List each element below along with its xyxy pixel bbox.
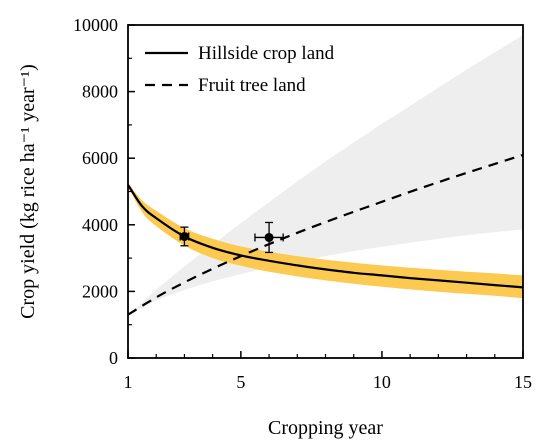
y-tick-label: 8000 [82,82,118,102]
x-axis-title: Cropping year [268,417,383,439]
legend-label-fruit-tree: Fruit tree land [198,75,306,96]
y-tick-label: 10000 [73,15,118,35]
y-tick-label: 4000 [82,215,118,235]
observed-points [179,221,284,254]
x-tick-label: 15 [514,372,532,392]
uncertainty-bands [128,35,523,315]
y-axis-title: Crop yield (kg rice ha⁻¹ year⁻¹) [17,64,39,319]
series-line-hillside [127,184,524,289]
observed-point-hillside [179,231,189,241]
series-line-fruit-tree [127,153,524,316]
x-tick-label: 1 [124,372,133,392]
band-hillside [128,183,523,299]
legend: Hillside crop land Fruit tree land [145,43,335,96]
y-tick-label: 0 [109,348,118,368]
y-tick-label: 6000 [82,148,118,168]
observed-point-fruit-tree [264,232,274,242]
legend-label-hillside: Hillside crop land [198,43,335,64]
y-tick-label: 2000 [82,281,118,301]
x-tick-label: 5 [236,372,245,392]
series-lines [127,153,524,316]
x-tick-label: 10 [373,372,391,392]
